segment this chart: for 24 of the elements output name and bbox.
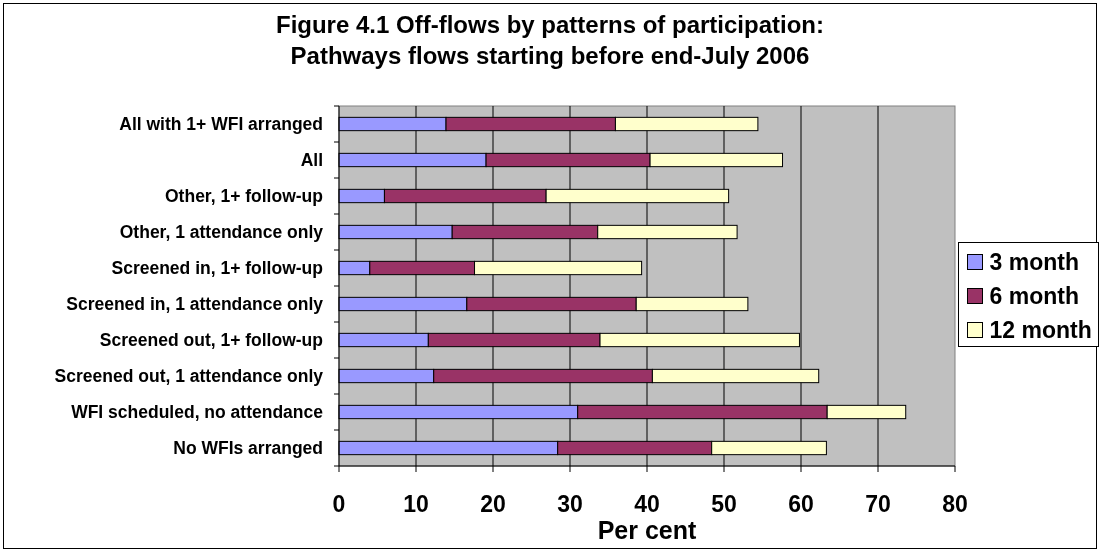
y-tick-label: Screened out, 1 attendance only — [54, 366, 324, 387]
legend-label: 6 month — [989, 283, 1079, 310]
y-tick-label: WFI scheduled, no attendance — [71, 402, 324, 423]
x-tick-label: 20 — [480, 491, 506, 517]
x-tick-label: 80 — [942, 491, 968, 517]
y-tick-label: Screened in, 1+ follow-up — [111, 258, 323, 279]
y-tick-label: All — [300, 150, 323, 171]
chart-title: Figure 4.1 Off-flows by patterns of participation: Pathways flows starting before end-July 2006 — [275, 11, 825, 69]
x-tick-label: 60 — [788, 491, 814, 517]
y-tick-label: All with 1+ WFI arranged — [119, 114, 323, 135]
y-tick-label: Other, 1+ follow-up — [165, 186, 323, 207]
x-tick-label: 30 — [557, 491, 583, 517]
x-tick-label: 10 — [403, 491, 429, 517]
legend-label: 3 month — [989, 249, 1079, 276]
y-tick-label: Screened in, 1 attendance only — [66, 294, 324, 315]
y-tick-label: Other, 1 attendance only — [119, 222, 324, 243]
x-tick-label: 50 — [711, 491, 737, 517]
x-axis-title: Per cent — [597, 516, 697, 544]
legend-label: 12 month — [989, 317, 1092, 344]
x-tick-label: 0 — [332, 491, 346, 517]
x-tick-label: 40 — [634, 491, 660, 517]
y-tick-label: No WFIs arranged — [173, 438, 323, 459]
x-tick-label: 70 — [865, 491, 891, 517]
y-tick-label: Screened out, 1+ follow-up — [99, 330, 323, 351]
